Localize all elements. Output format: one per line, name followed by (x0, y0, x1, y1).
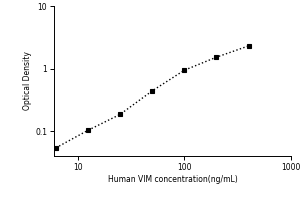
X-axis label: Human VIM concentration(ng/mL): Human VIM concentration(ng/mL) (108, 175, 237, 184)
Y-axis label: Optical Density: Optical Density (23, 52, 32, 110)
